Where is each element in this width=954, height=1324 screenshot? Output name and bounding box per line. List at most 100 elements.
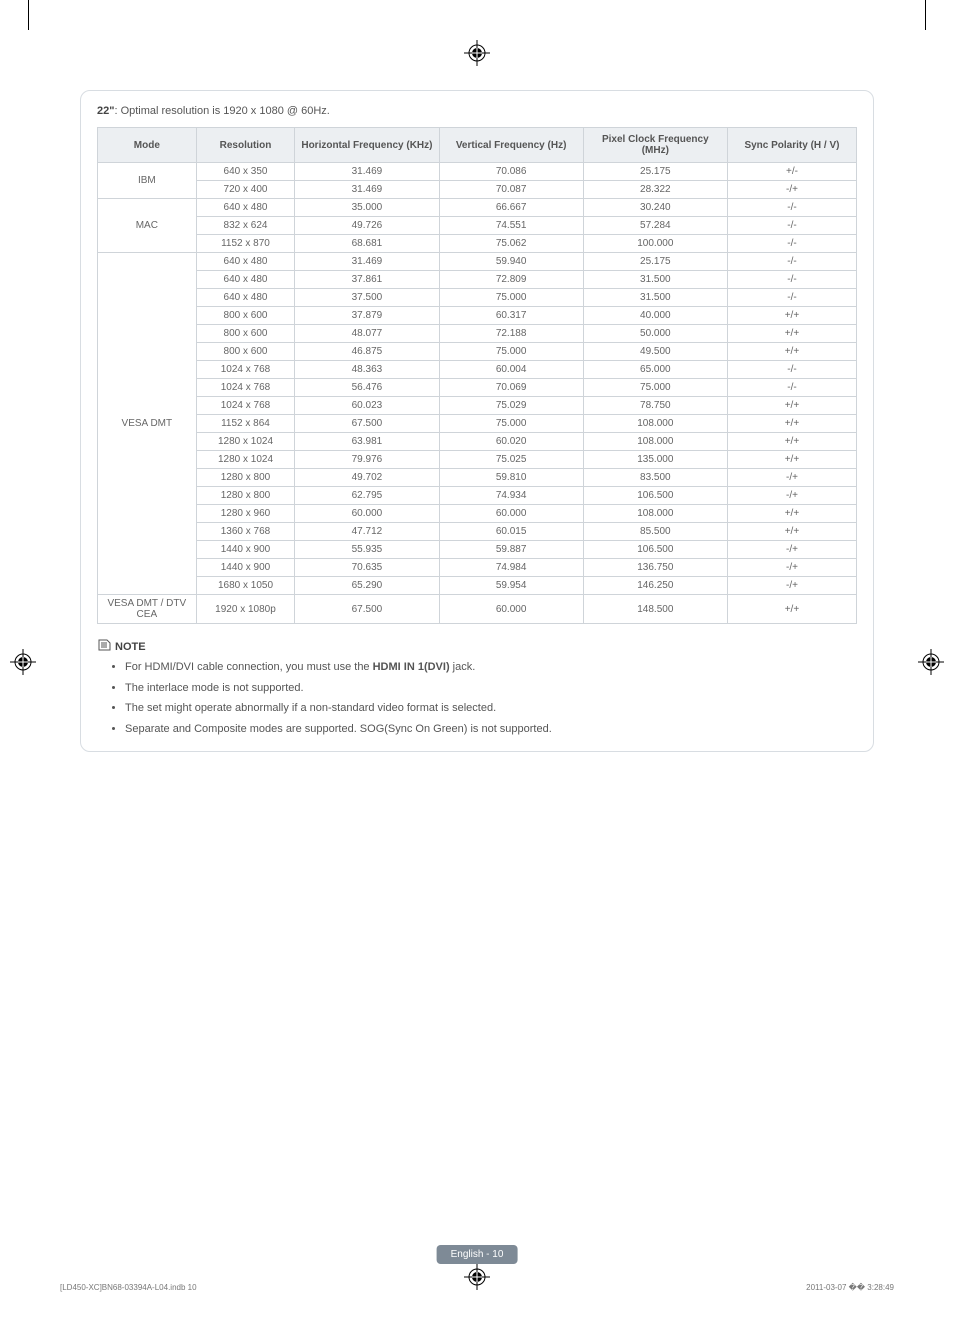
table-row: VESA DMT640 x 48031.46959.94025.175-/- (98, 253, 857, 271)
table-cell: +/+ (727, 397, 856, 415)
table-cell: -/- (727, 235, 856, 253)
table-cell: 1280 x 960 (196, 505, 295, 523)
table-row: IBM640 x 35031.46970.08625.175+/- (98, 163, 857, 181)
note-item: For HDMI/DVI cable connection, you must … (125, 659, 857, 676)
table-cell: 106.500 (583, 487, 727, 505)
table-cell: 1152 x 870 (196, 235, 295, 253)
table-cell: 1440 x 900 (196, 559, 295, 577)
table-cell: -/+ (727, 469, 856, 487)
table-cell: 1024 x 768 (196, 379, 295, 397)
table-cell: 720 x 400 (196, 181, 295, 199)
table-cell: 1680 x 1050 (196, 577, 295, 595)
table-cell: 63.981 (295, 433, 439, 451)
table-row: 1152 x 86467.50075.000108.000+/+ (98, 415, 857, 433)
table-row: 800 x 60048.07772.18850.000+/+ (98, 325, 857, 343)
title-prefix: 22" (97, 105, 114, 117)
table-header-cell: Mode (98, 128, 197, 163)
table-cell: 67.500 (295, 595, 439, 624)
table-cell: 25.175 (583, 253, 727, 271)
table-cell: 59.940 (439, 253, 583, 271)
table-cell: 75.029 (439, 397, 583, 415)
table-cell: 37.861 (295, 271, 439, 289)
table-cell: 83.500 (583, 469, 727, 487)
table-cell: +/+ (727, 595, 856, 624)
table-cell: 74.984 (439, 559, 583, 577)
table-cell: 1280 x 1024 (196, 451, 295, 469)
table-cell: +/+ (727, 505, 856, 523)
crop-mark (925, 0, 926, 30)
table-cell: -/- (727, 289, 856, 307)
table-row: 1280 x 102479.97675.025135.000+/+ (98, 451, 857, 469)
table-cell: 70.087 (439, 181, 583, 199)
note-icon (97, 639, 111, 654)
table-cell: 31.469 (295, 181, 439, 199)
table-cell: 56.476 (295, 379, 439, 397)
table-row: 1680 x 105065.29059.954146.250-/+ (98, 577, 857, 595)
table-row: 1024 x 76860.02375.02978.750+/+ (98, 397, 857, 415)
table-cell: -/- (727, 217, 856, 235)
table-cell: 48.077 (295, 325, 439, 343)
table-row: 1024 x 76856.47670.06975.000-/- (98, 379, 857, 397)
footer-time-text: 2011-03-07 �� 3:28:49 (806, 1283, 894, 1292)
table-cell: 108.000 (583, 433, 727, 451)
registration-mark-icon (918, 649, 944, 675)
table-row: 1280 x 102463.98160.020108.000+/+ (98, 433, 857, 451)
registration-mark-icon (464, 40, 490, 66)
table-cell: -/- (727, 361, 856, 379)
table-cell: 47.712 (295, 523, 439, 541)
table-cell: 800 x 600 (196, 307, 295, 325)
page-content: 22": Optimal resolution is 1920 x 1080 @… (80, 90, 874, 752)
table-cell: 31.500 (583, 271, 727, 289)
table-cell: 60.020 (439, 433, 583, 451)
table-row: 1280 x 96060.00060.000108.000+/+ (98, 505, 857, 523)
table-cell: +/- (727, 163, 856, 181)
table-cell: 640 x 480 (196, 289, 295, 307)
table-cell: 31.500 (583, 289, 727, 307)
table-cell: 1280 x 1024 (196, 433, 295, 451)
table-cell: 60.000 (439, 505, 583, 523)
table-row: 1280 x 80049.70259.81083.500-/+ (98, 469, 857, 487)
title-rest: : Optimal resolution is 1920 x 1080 @ 60… (114, 105, 329, 117)
table-cell: 40.000 (583, 307, 727, 325)
table-cell: 48.363 (295, 361, 439, 379)
table-header-cell: Horizontal Frequency (KHz) (295, 128, 439, 163)
table-cell: 67.500 (295, 415, 439, 433)
note-list: For HDMI/DVI cable connection, you must … (125, 659, 857, 737)
table-cell: +/+ (727, 433, 856, 451)
table-cell: 106.500 (583, 541, 727, 559)
table-cell: 72.809 (439, 271, 583, 289)
table-cell: 66.667 (439, 199, 583, 217)
table-cell: 25.175 (583, 163, 727, 181)
table-row: MAC640 x 48035.00066.66730.240-/- (98, 199, 857, 217)
table-cell: 1280 x 800 (196, 487, 295, 505)
table-cell: -/- (727, 253, 856, 271)
table-cell: 135.000 (583, 451, 727, 469)
table-cell: 75.062 (439, 235, 583, 253)
table-cell: 74.551 (439, 217, 583, 235)
footer-timestamp: 2011-03-07 �� 3:28:49 (806, 1283, 894, 1292)
table-row: 640 x 48037.86172.80931.500-/- (98, 271, 857, 289)
table-row: 1024 x 76848.36360.00465.000-/- (98, 361, 857, 379)
note-item: Separate and Composite modes are support… (125, 721, 857, 738)
table-cell: 146.250 (583, 577, 727, 595)
table-header-row: ModeResolutionHorizontal Frequency (KHz)… (98, 128, 857, 163)
table-cell: 1440 x 900 (196, 541, 295, 559)
table-cell: 72.188 (439, 325, 583, 343)
table-cell: 49.726 (295, 217, 439, 235)
table-cell: -/+ (727, 559, 856, 577)
table-cell: 60.004 (439, 361, 583, 379)
table-header-cell: Vertical Frequency (Hz) (439, 128, 583, 163)
table-cell: -/+ (727, 487, 856, 505)
resolution-table: ModeResolutionHorizontal Frequency (KHz)… (97, 127, 857, 624)
table-cell: 46.875 (295, 343, 439, 361)
table-cell: 62.795 (295, 487, 439, 505)
crop-mark (28, 0, 29, 30)
table-cell: 74.934 (439, 487, 583, 505)
table-cell: 30.240 (583, 199, 727, 217)
table-cell: +/+ (727, 307, 856, 325)
table-cell: 75.000 (439, 343, 583, 361)
table-cell: 65.000 (583, 361, 727, 379)
table-cell: 60.023 (295, 397, 439, 415)
table-cell: 1024 x 768 (196, 397, 295, 415)
page-number-badge: English - 10 (437, 1245, 518, 1264)
